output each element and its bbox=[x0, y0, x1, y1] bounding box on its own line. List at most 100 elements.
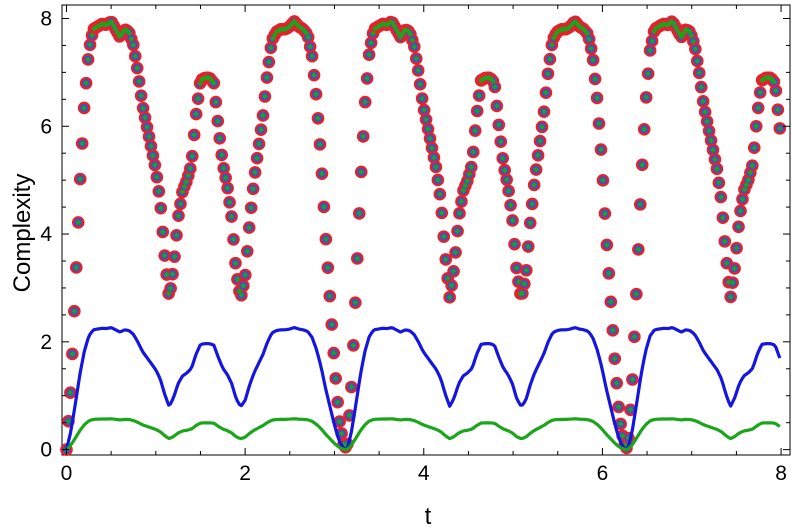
x-tick-label: 6 bbox=[597, 462, 609, 485]
data-point bbox=[165, 290, 172, 297]
data-point bbox=[645, 70, 651, 77]
data-point bbox=[156, 188, 162, 195]
data-point bbox=[647, 47, 653, 54]
data-point bbox=[287, 22, 294, 29]
data-point bbox=[507, 202, 514, 208]
data-point bbox=[370, 30, 376, 37]
data-point bbox=[378, 22, 384, 28]
data-point bbox=[611, 355, 618, 362]
data-point bbox=[743, 181, 750, 188]
data-point bbox=[615, 404, 622, 410]
data-point bbox=[525, 243, 532, 250]
data-point bbox=[503, 176, 510, 183]
data-point bbox=[236, 288, 243, 294]
data-point bbox=[311, 72, 317, 78]
data-point bbox=[154, 174, 160, 180]
data-point bbox=[629, 376, 636, 383]
data-point bbox=[419, 95, 425, 102]
data-point bbox=[712, 156, 718, 163]
data-point bbox=[346, 412, 353, 419]
data-point bbox=[511, 241, 518, 247]
series-line bbox=[65, 417, 781, 452]
data-point bbox=[454, 228, 461, 234]
data-point bbox=[423, 116, 429, 123]
data-point bbox=[497, 138, 504, 145]
data-point bbox=[613, 380, 620, 387]
data-point bbox=[460, 187, 467, 194]
data-point bbox=[171, 253, 178, 260]
data-point bbox=[197, 80, 203, 87]
data-point bbox=[220, 165, 227, 172]
data-point bbox=[230, 236, 237, 243]
data-point bbox=[328, 321, 335, 328]
series-2 bbox=[63, 18, 783, 453]
data-point bbox=[444, 275, 451, 282]
data-point bbox=[75, 219, 82, 226]
data-point bbox=[81, 105, 87, 111]
data-point bbox=[374, 24, 380, 31]
data-point bbox=[224, 185, 231, 191]
data-point bbox=[228, 213, 235, 220]
data-point bbox=[474, 108, 480, 114]
y-tick-label: 6 bbox=[40, 115, 52, 138]
data-point bbox=[625, 435, 632, 442]
data-point bbox=[476, 92, 482, 99]
data-point bbox=[242, 272, 249, 278]
data-point bbox=[539, 124, 545, 130]
data-point bbox=[440, 233, 447, 240]
y-tick-label: 8 bbox=[40, 7, 52, 30]
data-point bbox=[183, 179, 190, 185]
axis-ticks: 0 2 4 6 8 0 2 4 6 8 bbox=[40, 5, 790, 485]
data-point bbox=[604, 242, 610, 248]
data-point bbox=[439, 210, 445, 216]
series-4 bbox=[65, 417, 781, 452]
data-point bbox=[767, 74, 773, 81]
data-point bbox=[442, 256, 449, 263]
data-point bbox=[266, 59, 272, 65]
data-point bbox=[179, 189, 186, 195]
data-point bbox=[549, 42, 555, 48]
data-point bbox=[468, 164, 475, 170]
data-point bbox=[256, 141, 262, 147]
data-point bbox=[315, 115, 321, 122]
plot-border bbox=[61, 4, 791, 456]
data-point bbox=[633, 291, 640, 297]
data-point bbox=[323, 236, 329, 243]
data-point bbox=[152, 162, 158, 168]
data-point bbox=[494, 103, 500, 109]
data-point bbox=[415, 67, 422, 74]
data-point bbox=[321, 204, 327, 210]
data-point bbox=[409, 37, 416, 43]
series-layer bbox=[60, 15, 787, 456]
data-point bbox=[238, 292, 245, 299]
series-1 bbox=[60, 15, 787, 456]
data-point bbox=[727, 294, 734, 300]
data-point bbox=[213, 99, 219, 105]
data-point bbox=[747, 169, 754, 176]
data-point bbox=[140, 105, 146, 111]
series-3 bbox=[64, 325, 782, 451]
data-point bbox=[696, 70, 703, 76]
data-point bbox=[501, 167, 508, 173]
x-tick-label: 2 bbox=[239, 462, 251, 485]
data-point bbox=[252, 169, 258, 176]
data-point bbox=[721, 238, 728, 245]
data-point bbox=[405, 28, 412, 35]
data-point bbox=[706, 128, 712, 134]
data-point bbox=[653, 25, 659, 32]
data-point bbox=[358, 169, 365, 175]
data-point bbox=[470, 149, 477, 155]
data-point bbox=[167, 285, 174, 292]
data-point bbox=[704, 118, 710, 125]
data-point bbox=[407, 31, 414, 38]
data-point bbox=[574, 21, 581, 28]
data-point bbox=[692, 46, 699, 52]
data-point bbox=[130, 42, 137, 48]
data-point bbox=[515, 278, 522, 285]
data-point bbox=[299, 25, 306, 32]
data-point bbox=[268, 44, 274, 51]
data-point bbox=[492, 84, 498, 90]
data-point bbox=[138, 92, 144, 99]
data-point bbox=[330, 350, 337, 356]
